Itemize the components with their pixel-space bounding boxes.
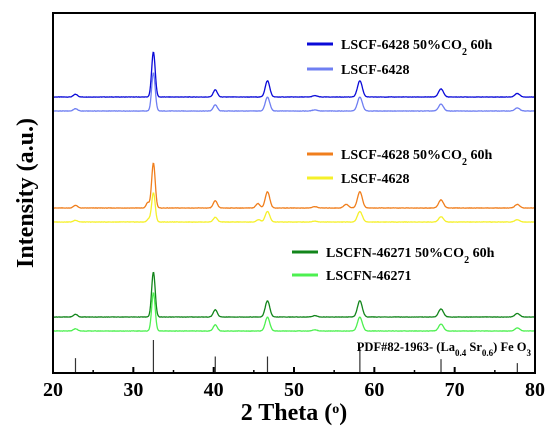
x-tick-label-70: 70 bbox=[445, 379, 465, 401]
reference-lines bbox=[74, 340, 518, 373]
series-line-6 bbox=[52, 292, 536, 332]
legend-label-4: LSCF-4628 bbox=[341, 172, 409, 187]
x-tick-label-80: 80 bbox=[525, 379, 545, 401]
plot-frame bbox=[52, 12, 536, 374]
x-axis-title: 2 Theta (o) bbox=[241, 400, 348, 426]
y-axis-title: Intensity (a.u.) bbox=[13, 118, 39, 268]
x-axis-ticks: 20 30 40 50 60 70 80 bbox=[43, 367, 545, 401]
legend-label-6: LSCFN-46271 bbox=[326, 269, 412, 284]
legend-label-3: LSCF-4628 50%CO2 60h bbox=[341, 148, 492, 168]
series-line-3 bbox=[52, 162, 536, 209]
series-line-2 bbox=[52, 72, 536, 112]
series-line-5 bbox=[52, 271, 536, 318]
legend-label-5: LSCFN-46271 50%CO2 60h bbox=[326, 246, 495, 266]
xrd-traces bbox=[52, 51, 536, 332]
x-tick-label-30: 30 bbox=[123, 379, 143, 401]
x-tick-label-50: 50 bbox=[284, 379, 304, 401]
x-tick-label-40: 40 bbox=[204, 379, 224, 401]
x-tick-label-20: 20 bbox=[43, 379, 63, 401]
series-line-4 bbox=[52, 192, 536, 223]
legend-label-1: LSCF-6428 50%CO2 60h bbox=[341, 38, 492, 58]
legend: LSCF-6428 50%CO2 60h LSCF-6428 LSCF-4628 5… bbox=[292, 38, 495, 284]
x-tick-label-60: 60 bbox=[364, 379, 384, 401]
series-line-1 bbox=[52, 51, 536, 98]
legend-label-2: LSCF-6428 bbox=[341, 63, 409, 78]
reference-label: PDF#82-1963- (La0.4 Sr0.6) Fe O3 bbox=[357, 340, 532, 358]
